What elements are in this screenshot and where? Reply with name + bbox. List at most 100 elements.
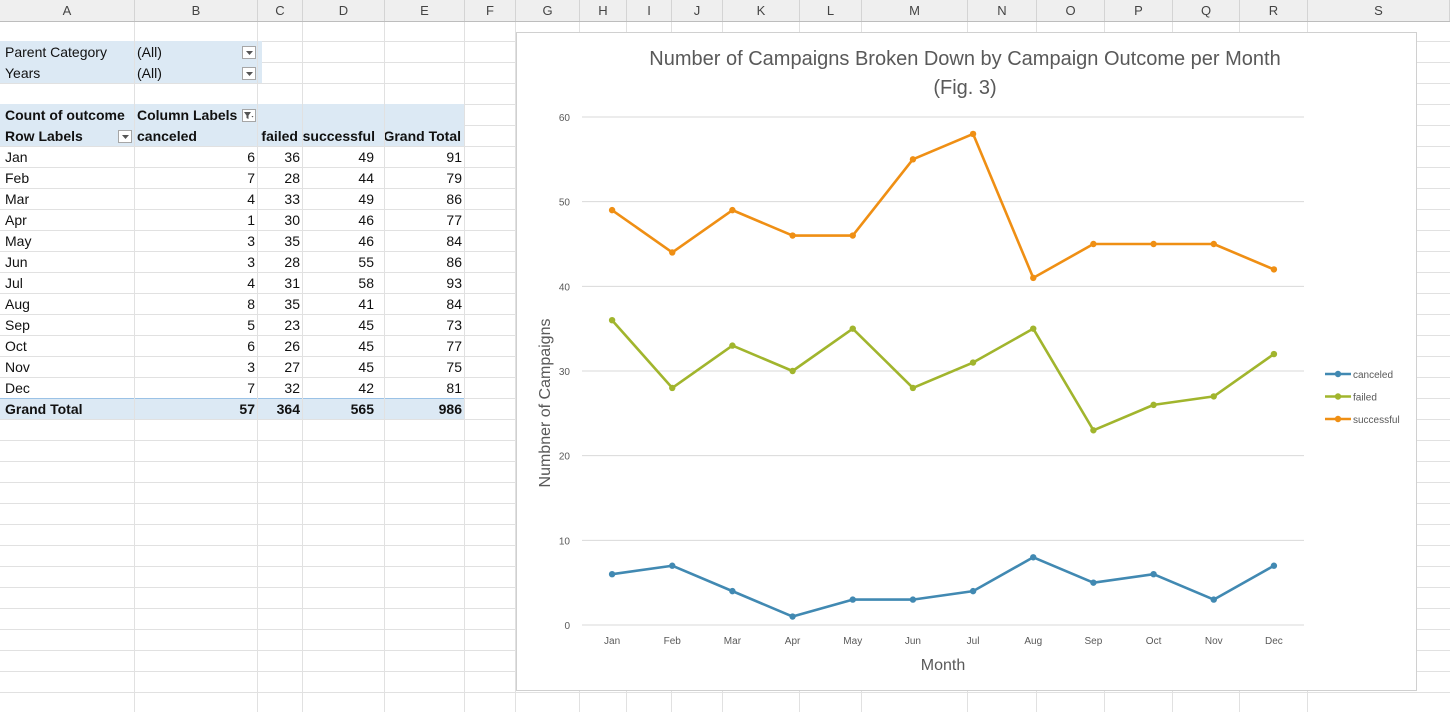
column-header-n[interactable]: N [968, 0, 1037, 21]
pivot-cell[interactable]: 31 [284, 275, 300, 291]
column-header-m[interactable]: M [862, 0, 968, 21]
data-point-successful[interactable] [789, 232, 796, 239]
data-point-successful[interactable] [729, 206, 736, 214]
pivot-cell[interactable]: 84 [446, 233, 462, 249]
column-header-s[interactable]: S [1308, 0, 1450, 21]
column-header-i[interactable]: I [627, 0, 672, 21]
data-point-failed[interactable] [1270, 350, 1278, 358]
series-line-successful[interactable] [611, 132, 1275, 280]
pivot-cell[interactable]: 44 [358, 170, 374, 186]
column-header-j[interactable]: J [672, 0, 723, 21]
legend-label-canceled[interactable]: canceled [1353, 370, 1393, 381]
column-header-c[interactable]: C [258, 0, 303, 21]
pivot-cell[interactable]: 84 [446, 296, 462, 312]
data-point-canceled[interactable] [1030, 554, 1037, 561]
pivot-cell[interactable]: 79 [446, 170, 462, 186]
pivot-cell[interactable]: 26 [284, 338, 300, 354]
data-point-canceled[interactable] [789, 613, 796, 620]
pivot-cell[interactable]: 28 [284, 170, 300, 186]
data-point-canceled[interactable] [608, 571, 616, 578]
pivot-cell[interactable]: 6 [247, 338, 255, 354]
pivot-cell[interactable]: 81 [446, 380, 462, 396]
data-point-canceled[interactable] [909, 596, 917, 603]
pivot-cell[interactable]: 49 [358, 149, 374, 165]
pivot-cell[interactable]: 86 [446, 254, 462, 270]
column-header-h[interactable]: H [580, 0, 627, 21]
data-point-failed[interactable] [909, 384, 917, 392]
pivot-cell[interactable]: 86 [446, 191, 462, 207]
pivot-cell[interactable]: 30 [284, 212, 300, 228]
data-point-canceled[interactable] [1150, 571, 1157, 578]
data-point-failed[interactable] [969, 359, 977, 366]
column-header-k[interactable]: K [723, 0, 800, 21]
pivot-cell[interactable]: 77 [446, 338, 462, 354]
column-labels-filter-button[interactable] [242, 109, 256, 122]
filter-dropdown-years[interactable] [242, 67, 256, 80]
pivot-cell[interactable]: 45 [358, 317, 374, 333]
pivot-cell[interactable]: 28 [284, 254, 300, 270]
column-header-q[interactable]: Q [1173, 0, 1240, 21]
data-point-failed[interactable] [729, 342, 736, 349]
data-point-successful[interactable] [1090, 240, 1097, 248]
pivot-cell[interactable]: 49 [358, 191, 374, 207]
pivot-cell[interactable]: 41 [358, 296, 374, 312]
data-point-canceled[interactable] [1090, 579, 1097, 586]
pivot-cell[interactable]: 93 [446, 275, 462, 291]
data-point-successful[interactable] [909, 156, 917, 163]
data-point-canceled[interactable] [1270, 562, 1278, 569]
pivot-cell[interactable]: 32 [284, 380, 300, 396]
pivot-cell[interactable]: 73 [446, 317, 462, 333]
data-point-canceled[interactable] [969, 587, 977, 595]
data-point-canceled[interactable] [729, 587, 736, 595]
column-header-g[interactable]: G [516, 0, 580, 21]
data-point-failed[interactable] [608, 317, 616, 324]
row-labels-dropdown[interactable] [118, 130, 132, 143]
pivot-cell[interactable]: 46 [358, 212, 374, 228]
data-point-failed[interactable] [1210, 393, 1217, 400]
data-point-failed[interactable] [849, 325, 856, 332]
series-line-canceled[interactable] [611, 555, 1275, 618]
pivot-cell[interactable]: 77 [446, 212, 462, 228]
column-header-e[interactable]: E [385, 0, 465, 21]
pivot-cell[interactable]: 45 [358, 359, 374, 375]
legend-label-successful[interactable]: successful [1353, 415, 1400, 426]
data-point-failed[interactable] [789, 367, 796, 375]
data-point-canceled[interactable] [849, 596, 856, 603]
column-header-l[interactable]: L [800, 0, 862, 21]
pivot-cell[interactable]: 1 [247, 212, 255, 228]
column-header-a[interactable]: A [0, 0, 135, 21]
data-point-canceled[interactable] [669, 562, 676, 569]
pivot-cell[interactable]: 23 [284, 317, 300, 333]
pivot-cell[interactable]: 3 [247, 254, 255, 270]
pivot-cell[interactable]: 27 [284, 359, 300, 375]
column-header-p[interactable]: P [1105, 0, 1173, 21]
data-point-failed[interactable] [1150, 401, 1157, 409]
filter-value-years[interactable]: (All) [137, 65, 162, 81]
pivot-cell[interactable]: 7 [247, 380, 255, 396]
pivot-cell[interactable]: 91 [446, 149, 462, 165]
data-point-failed[interactable] [669, 384, 676, 392]
data-point-successful[interactable] [608, 206, 616, 214]
legend-label-failed[interactable]: failed [1353, 393, 1377, 404]
pivot-cell[interactable]: 33 [284, 191, 300, 207]
line-chart[interactable]: Number of Campaigns Broken Down by Campa… [516, 32, 1417, 691]
data-point-successful[interactable] [969, 130, 977, 138]
filter-value-parent-category[interactable]: (All) [137, 44, 162, 60]
column-header-o[interactable]: O [1037, 0, 1105, 21]
data-point-successful[interactable] [1270, 266, 1278, 273]
data-point-successful[interactable] [1210, 240, 1217, 248]
column-header-d[interactable]: D [303, 0, 385, 21]
pivot-cell[interactable]: 36 [284, 149, 300, 165]
pivot-cell[interactable]: 35 [284, 296, 300, 312]
pivot-cell[interactable]: 55 [358, 254, 374, 270]
pivot-cell[interactable]: 4 [247, 275, 255, 291]
pivot-cell[interactable]: 3 [247, 359, 255, 375]
data-point-successful[interactable] [1150, 240, 1157, 248]
pivot-cell[interactable]: 3 [247, 233, 255, 249]
data-point-failed[interactable] [1090, 427, 1097, 434]
pivot-cell[interactable]: 35 [284, 233, 300, 249]
pivot-cell[interactable]: 46 [358, 233, 374, 249]
pivot-cell[interactable]: 6 [247, 149, 255, 165]
pivot-cell[interactable]: 42 [358, 380, 374, 396]
pivot-cell[interactable]: 45 [358, 338, 374, 354]
